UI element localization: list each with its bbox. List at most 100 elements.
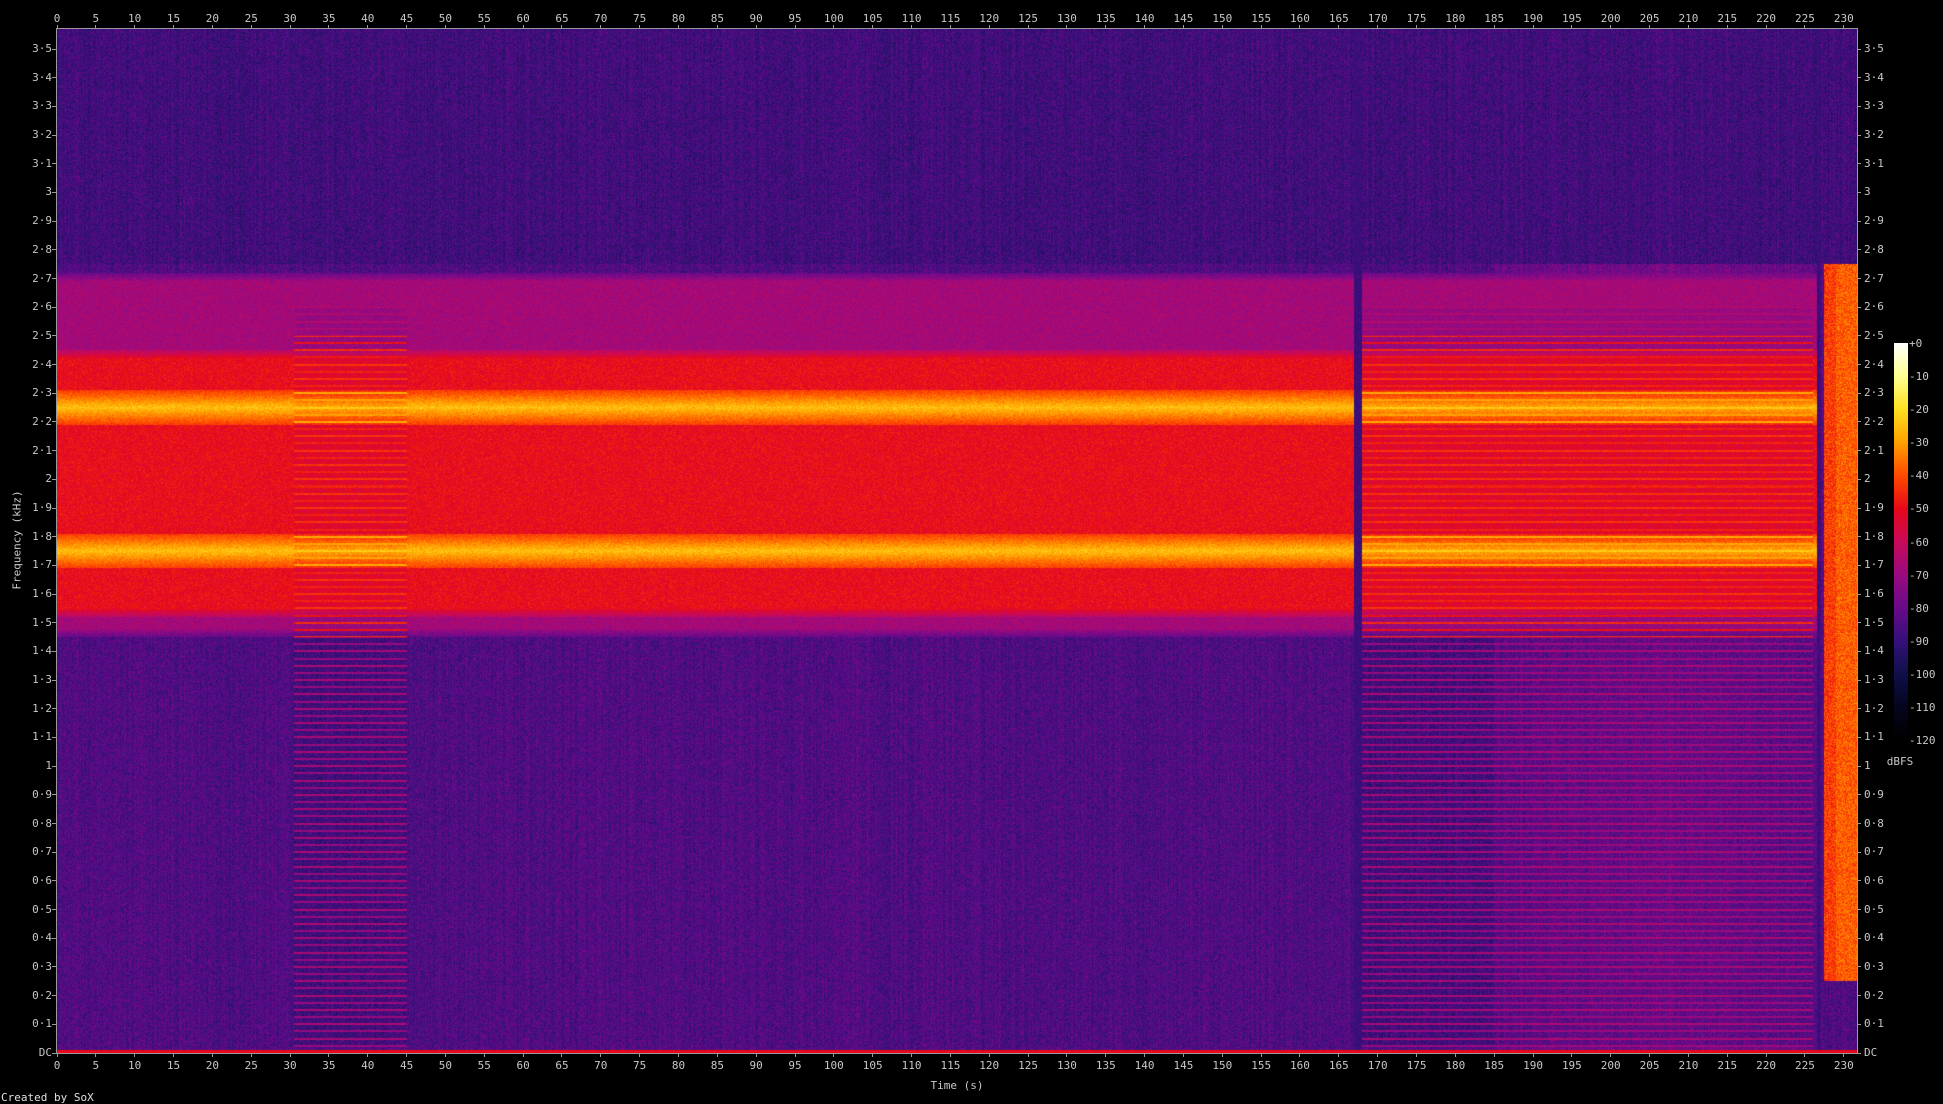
x-tick-mark [949,1053,951,1057]
x-tick-label-bottom: 5 [92,1059,100,1072]
y-tick-label-right: 3·2 [1864,128,1884,142]
y-tick-mark [52,220,56,222]
y-tick-mark [1857,650,1861,652]
y-tick-label-left: 1·2 [32,701,52,715]
y-tick-label-right: 0·5 [1864,902,1884,916]
y-tick-mark [52,134,56,136]
y-tick-mark [1857,249,1861,251]
x-tick-label-top: 35 [322,12,336,25]
x-tick-mark [406,25,408,29]
x-tick-label-top: 95 [788,12,802,25]
y-tick-label-left: 2·6 [32,300,52,314]
y-tick-label-right: 3·5 [1864,42,1884,56]
y-tick-mark [52,708,56,710]
x-tick-mark [1804,25,1806,29]
y-tick-mark [1857,335,1861,337]
y-axis-label: Frequency (kHz) [10,490,24,590]
y-tick-mark [52,364,56,366]
x-tick-mark [1765,1053,1767,1057]
x-tick-mark [833,1053,835,1057]
x-tick-label-bottom: 160 [1290,1059,1310,1072]
x-tick-mark [1649,25,1651,29]
x-tick-mark [1066,1053,1068,1057]
x-tick-label-top: 65 [555,12,569,25]
y-tick-mark [1857,880,1861,882]
x-tick-label-top: 220 [1756,12,1777,25]
y-tick-mark [1857,306,1861,308]
y-tick-mark [52,823,56,825]
y-tick-label-left: 2·7 [32,271,52,285]
x-tick-mark [134,1053,136,1057]
colorbar-tick-label: -100 [1909,667,1936,681]
x-tick-mark [406,1053,408,1057]
x-tick-label-top: 145 [1173,12,1194,25]
y-tick-label-right: 0·9 [1864,787,1884,801]
x-tick-mark [1649,1053,1651,1057]
x-tick-label-bottom: 220 [1756,1059,1777,1072]
x-tick-label-bottom: 230 [1833,1059,1854,1072]
colorbar-tick-label: -70 [1909,568,1929,582]
y-tick-label-right: 2 [1864,472,1871,486]
y-tick-label-right: 1·9 [1864,501,1884,514]
x-tick-label-bottom: 75 [633,1059,647,1072]
y-tick-mark [1857,593,1861,595]
x-tick-mark [1726,25,1728,29]
x-tick-label-top: 45 [399,12,414,25]
x-tick-label-top: 225 [1795,12,1815,25]
x-tick-mark [1105,1053,1107,1057]
x-tick-label-top: 115 [940,12,961,25]
x-tick-mark [561,1053,563,1057]
x-tick-label-bottom: 130 [1056,1059,1077,1072]
y-tick-mark [1857,909,1861,911]
x-tick-mark [134,25,136,29]
y-tick-mark [52,249,56,251]
x-tick-mark [56,1053,58,1057]
x-tick-label-bottom: 185 [1484,1059,1505,1072]
y-tick-label-left: 2·4 [32,357,52,371]
x-tick-mark [755,1053,757,1057]
y-tick-label-right: 2·3 [1864,386,1884,400]
x-tick-mark [949,25,951,29]
x-tick-mark [794,25,796,29]
y-tick-label-left: 3·1 [32,156,52,170]
x-tick-mark [173,25,175,29]
x-tick-label-bottom: 170 [1367,1059,1388,1072]
y-tick-mark [1857,134,1861,136]
x-tick-mark [872,1053,874,1057]
x-tick-mark [1687,25,1689,29]
x-tick-label-top: 0 [53,12,61,25]
x-tick-label-top: 160 [1290,12,1310,25]
x-tick-label-top: 20 [205,12,219,25]
x-tick-mark [1144,25,1146,29]
x-tick-mark [911,1053,913,1057]
y-tick-label-right: 0·7 [1864,845,1884,859]
x-tick-label-top: 120 [979,12,1000,25]
colorbar-tick-label: -90 [1909,634,1929,648]
x-tick-label-bottom: 10 [128,1059,142,1072]
y-tick-label-right: 1·5 [1864,615,1884,629]
x-tick-mark [1338,1053,1340,1057]
x-tick-mark [1610,1053,1612,1057]
x-tick-mark [1299,1053,1301,1057]
y-tick-label-right: 0·3 [1864,959,1884,973]
x-tick-mark [95,1053,97,1057]
y-tick-label-right: 2·9 [1864,214,1884,228]
x-tick-label-bottom: 15 [166,1059,181,1072]
x-tick-label-bottom: 25 [244,1059,258,1072]
y-tick-mark [52,880,56,882]
y-tick-label-right: 3·4 [1864,70,1884,84]
y-tick-mark [1857,392,1861,394]
x-tick-mark [833,25,835,29]
x-tick-label-top: 215 [1717,12,1738,25]
footer-credit: Created by SoX [1,1091,94,1104]
y-tick-mark [1857,995,1861,997]
x-tick-mark [250,25,252,29]
colorbar-tick-label: -120 [1909,734,1936,747]
x-tick-mark [1532,1053,1534,1057]
colorbar-tick-label: -20 [1909,403,1929,417]
y-tick-mark [52,593,56,595]
x-tick-label-bottom: 60 [516,1059,530,1072]
x-tick-mark [1493,25,1495,29]
y-tick-mark [52,306,56,308]
x-tick-label-bottom: 65 [555,1059,569,1072]
